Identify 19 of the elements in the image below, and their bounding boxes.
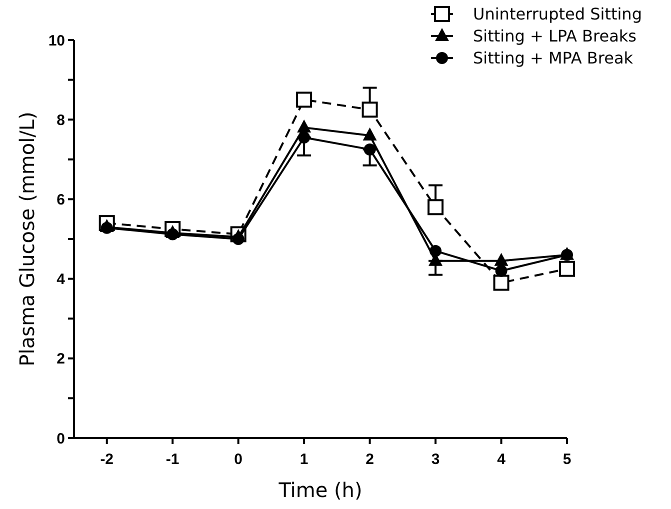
y-tick-label: 4 xyxy=(56,271,66,288)
y-tick-label: 10 xyxy=(48,32,65,50)
legend-label: Sitting + MPA Break xyxy=(473,48,634,68)
y-axis-title: Plasma Glucose (mmol/L) xyxy=(15,112,39,366)
x-tick-label: -2 xyxy=(100,451,114,468)
legend-label: Sitting + LPA Breaks xyxy=(473,26,636,46)
y-tick-label: 8 xyxy=(56,112,65,129)
x-tick-label: 5 xyxy=(562,451,572,468)
x-tick-label: -1 xyxy=(166,451,180,468)
x-axis-title: Time (h) xyxy=(278,478,362,502)
x-tick-label: 2 xyxy=(366,451,374,468)
x-tick-label: 3 xyxy=(431,451,440,468)
y-tick-label: 0 xyxy=(56,430,65,448)
legend-label: Uninterrupted Sitting xyxy=(473,4,642,24)
y-tick-label: 6 xyxy=(56,191,65,208)
x-tick-label: 1 xyxy=(300,451,308,468)
y-tick-label: 2 xyxy=(56,350,65,368)
x-tick-label: 4 xyxy=(497,451,506,468)
x-tick-label: 0 xyxy=(234,451,243,468)
